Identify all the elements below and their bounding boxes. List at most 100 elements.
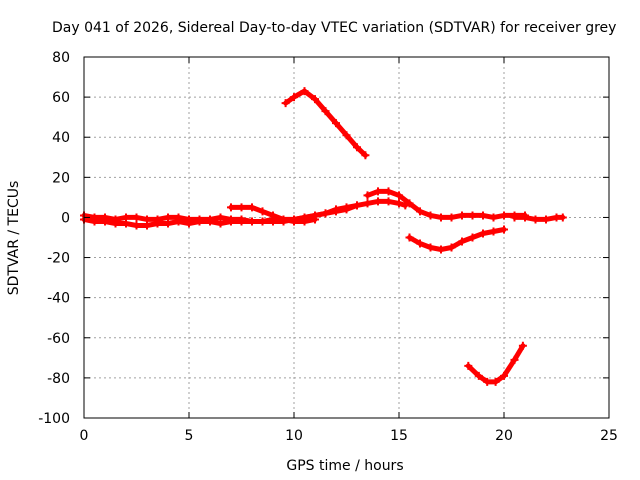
data-point <box>185 215 193 224</box>
x-tick-label: 10 <box>285 428 303 444</box>
data-point <box>405 199 414 208</box>
data-point <box>227 203 235 212</box>
data-point <box>281 99 290 108</box>
y-tick-label: 20 <box>52 170 70 186</box>
data-point <box>122 213 130 222</box>
y-tick-label: 80 <box>52 50 70 66</box>
y-tick-label: -80 <box>47 371 70 387</box>
data-point <box>342 203 351 212</box>
data-point <box>342 131 351 140</box>
y-tick-label: -60 <box>47 331 70 347</box>
data-point <box>416 239 424 248</box>
data-point <box>474 371 483 380</box>
data-point <box>321 209 330 218</box>
data-point <box>290 93 298 102</box>
data-point <box>500 225 508 234</box>
data-point <box>416 207 424 216</box>
series-track-baseline-b <box>80 201 361 226</box>
data-point <box>558 213 567 222</box>
data-point <box>384 187 393 196</box>
x-tick-label: 20 <box>495 428 513 444</box>
data-point <box>300 217 309 226</box>
data-point <box>395 191 403 200</box>
y-tick-label: -20 <box>47 251 70 267</box>
data-point <box>361 151 370 160</box>
data-point <box>489 227 498 236</box>
data-point <box>426 243 435 252</box>
data-point <box>510 355 519 364</box>
data-point <box>248 217 256 226</box>
data-point <box>489 213 498 222</box>
data-point <box>248 203 256 212</box>
data-point <box>500 371 508 380</box>
data-point <box>483 377 492 386</box>
data-point <box>321 107 330 116</box>
data-point <box>227 215 235 224</box>
data-point <box>374 187 382 196</box>
data-point <box>479 229 487 238</box>
data-point <box>458 211 466 220</box>
series-track-mid-high <box>227 203 319 226</box>
data-point <box>353 201 361 210</box>
data-point <box>290 217 298 226</box>
data-point <box>237 203 246 212</box>
grid <box>84 57 609 418</box>
series-track-rise-fall <box>281 87 370 160</box>
data-point <box>132 221 141 230</box>
data-point <box>468 233 477 242</box>
series-line <box>407 227 507 252</box>
data-point <box>143 215 151 224</box>
series-track-tail <box>510 213 567 224</box>
series-track-baseline-a <box>80 197 410 230</box>
data-point <box>206 215 214 224</box>
x-tick-label: 5 <box>185 428 194 444</box>
series-track-low-arc <box>464 341 527 386</box>
data-point <box>164 213 172 222</box>
series-line <box>365 188 528 220</box>
plot-frame <box>83 56 610 419</box>
data-point <box>300 87 309 96</box>
tick-labels: 0 5 10 15 20 25 -100 -80 -60 -40 -20 0 20 40 60 80 <box>38 50 618 444</box>
data-point <box>332 205 340 214</box>
data-point <box>132 213 141 222</box>
data-series <box>80 87 567 386</box>
data-point <box>395 199 403 208</box>
data-point <box>111 215 120 224</box>
data-point <box>195 215 204 224</box>
data-point <box>479 211 487 220</box>
y-axis-title: SDTVAR / TECUs <box>6 181 22 296</box>
data-point <box>384 197 393 206</box>
y-tick-label: 0 <box>61 210 70 226</box>
data-point <box>174 213 183 222</box>
data-point <box>374 197 382 206</box>
data-point <box>437 213 445 222</box>
data-point <box>447 213 456 222</box>
ticks <box>83 56 610 419</box>
data-point <box>491 377 500 386</box>
data-point <box>426 211 435 220</box>
data-point <box>237 215 246 224</box>
data-point <box>258 207 267 216</box>
y-tick-label: 40 <box>52 130 70 146</box>
data-point <box>90 213 99 222</box>
x-tick-label: 15 <box>390 428 408 444</box>
x-axis-title: GPS time / hours <box>286 458 403 474</box>
series-track-dip <box>405 225 508 254</box>
data-point <box>458 237 466 246</box>
x-tick-label: 25 <box>600 428 618 444</box>
data-point <box>500 211 508 220</box>
series-track-hump <box>363 187 529 222</box>
data-point <box>363 199 372 208</box>
data-point <box>311 95 319 104</box>
data-point <box>464 361 473 370</box>
data-point <box>518 341 527 350</box>
data-point <box>258 217 267 226</box>
data-point <box>279 215 288 224</box>
data-point <box>311 215 319 224</box>
data-point <box>153 215 162 224</box>
x-tick-label: 0 <box>80 428 89 444</box>
y-tick-label: -100 <box>38 411 70 427</box>
y-tick-label: -40 <box>47 291 70 307</box>
data-point <box>101 213 109 222</box>
